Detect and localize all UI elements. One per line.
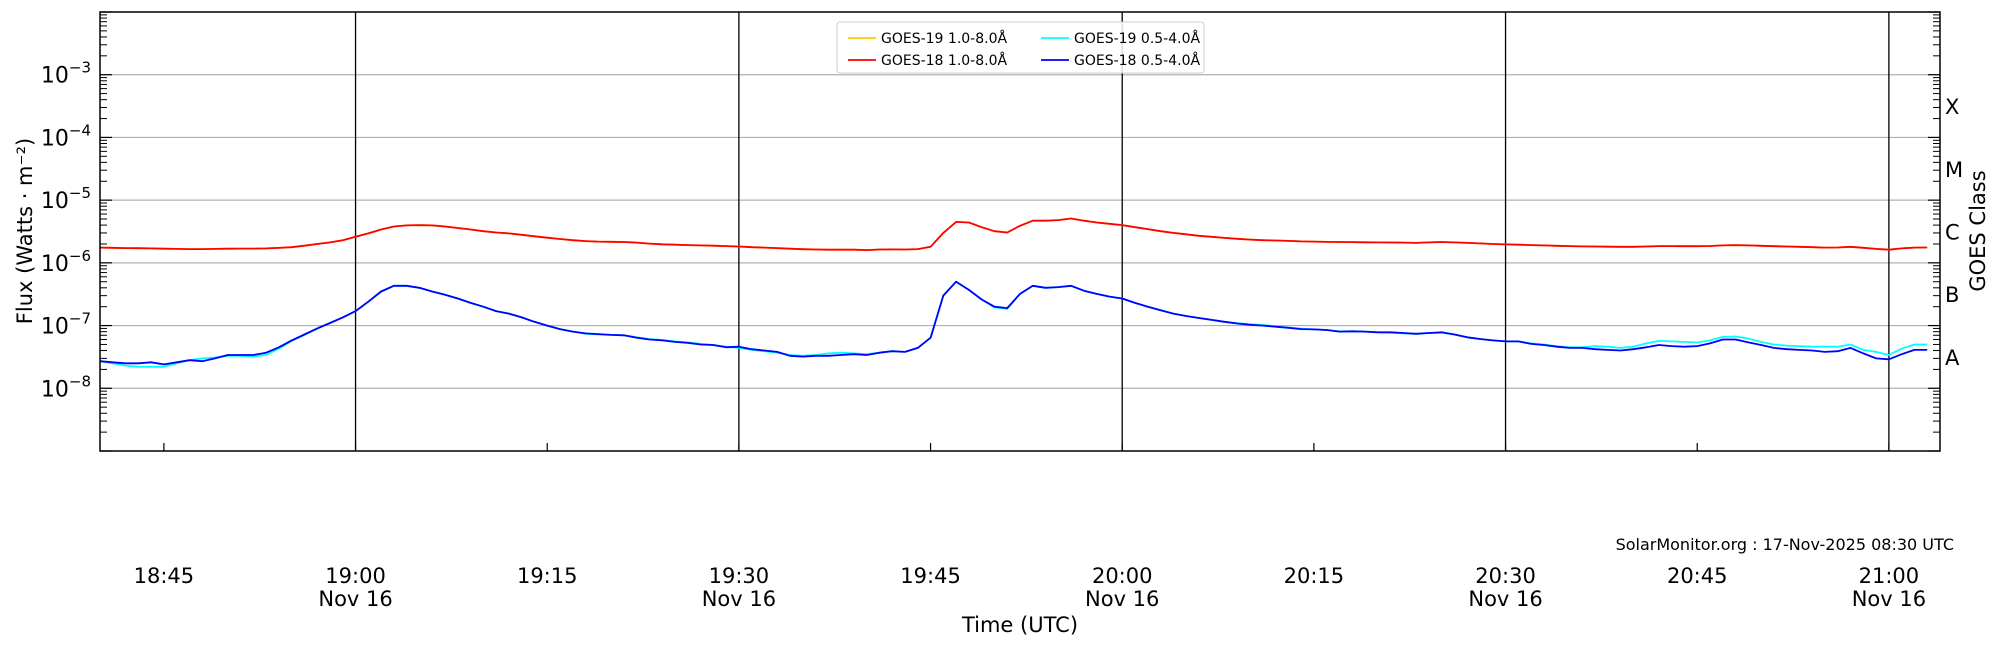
x-tick-label: 19:00 xyxy=(325,564,386,588)
series-lines xyxy=(99,217,1928,368)
y-tick-label: 10−3 xyxy=(41,59,91,89)
y-tick-label: 10−7 xyxy=(41,310,91,340)
y-tick-label: 10−8 xyxy=(41,372,91,402)
y-axis: 10−3 10−4 10−5 10−6 10−7 10−8 xyxy=(41,11,1940,452)
x-tick-date: Nov 16 xyxy=(1852,587,1926,611)
day-lines xyxy=(354,12,1890,451)
y-tick-label: 10−6 xyxy=(41,247,91,277)
y-tick-label: 10−5 xyxy=(41,184,91,214)
watermark-annotation: SolarMonitor.org : 17-Nov-2025 08:30 UTC xyxy=(1616,535,1954,554)
legend-label: GOES-18 0.5-4.0Å xyxy=(1074,52,1200,69)
grid xyxy=(100,74,1940,389)
x-tick-label: 21:00 xyxy=(1859,564,1920,588)
x-tick-label: 20:30 xyxy=(1475,564,1536,588)
series-line xyxy=(99,217,1928,251)
series-line xyxy=(99,280,1928,368)
series-line xyxy=(99,217,1928,251)
x-tick-label: 19:45 xyxy=(900,564,961,588)
x-tick-date: Nov 16 xyxy=(1085,587,1159,611)
x-tick-date: Nov 16 xyxy=(1468,587,1542,611)
y2-axis-label: GOES Class xyxy=(1966,170,1990,291)
legend-label: GOES-19 1.0-8.0Å xyxy=(881,30,1007,47)
x-axis-label: Time (UTC) xyxy=(961,613,1078,637)
legend-label: GOES-18 1.0-8.0Å xyxy=(881,52,1007,69)
legend-label: GOES-19 0.5-4.0Å xyxy=(1074,30,1200,47)
legend: GOES-19 1.0-8.0Å GOES-19 0.5-4.0Å GOES-18 … xyxy=(836,21,1205,74)
goes-class-label: M xyxy=(1945,158,1963,182)
goes-class-axis: X M C B A xyxy=(1945,95,1963,370)
goes-class-label: C xyxy=(1945,221,1960,245)
y-tick-label: 10−4 xyxy=(41,121,91,151)
goes-class-label: B xyxy=(1945,283,1959,307)
goes-class-label: A xyxy=(1945,346,1960,370)
x-tick-label: 19:30 xyxy=(709,564,770,588)
x-tick-date: Nov 16 xyxy=(318,587,392,611)
x-tick-label: 20:00 xyxy=(1092,564,1153,588)
x-tick-label: 20:45 xyxy=(1667,564,1728,588)
x-tick-label: 19:15 xyxy=(517,564,578,588)
x-tick-label: 20:15 xyxy=(1284,564,1345,588)
y-axis-label: Flux (Watts · m⁻²) xyxy=(13,138,37,324)
goes-class-label: X xyxy=(1945,95,1959,119)
x-tick-label: 18:45 xyxy=(134,564,195,588)
x-tick-date: Nov 16 xyxy=(702,587,776,611)
legend-box xyxy=(836,21,1205,74)
plot-frame xyxy=(99,11,1941,452)
series-line xyxy=(99,280,1928,366)
